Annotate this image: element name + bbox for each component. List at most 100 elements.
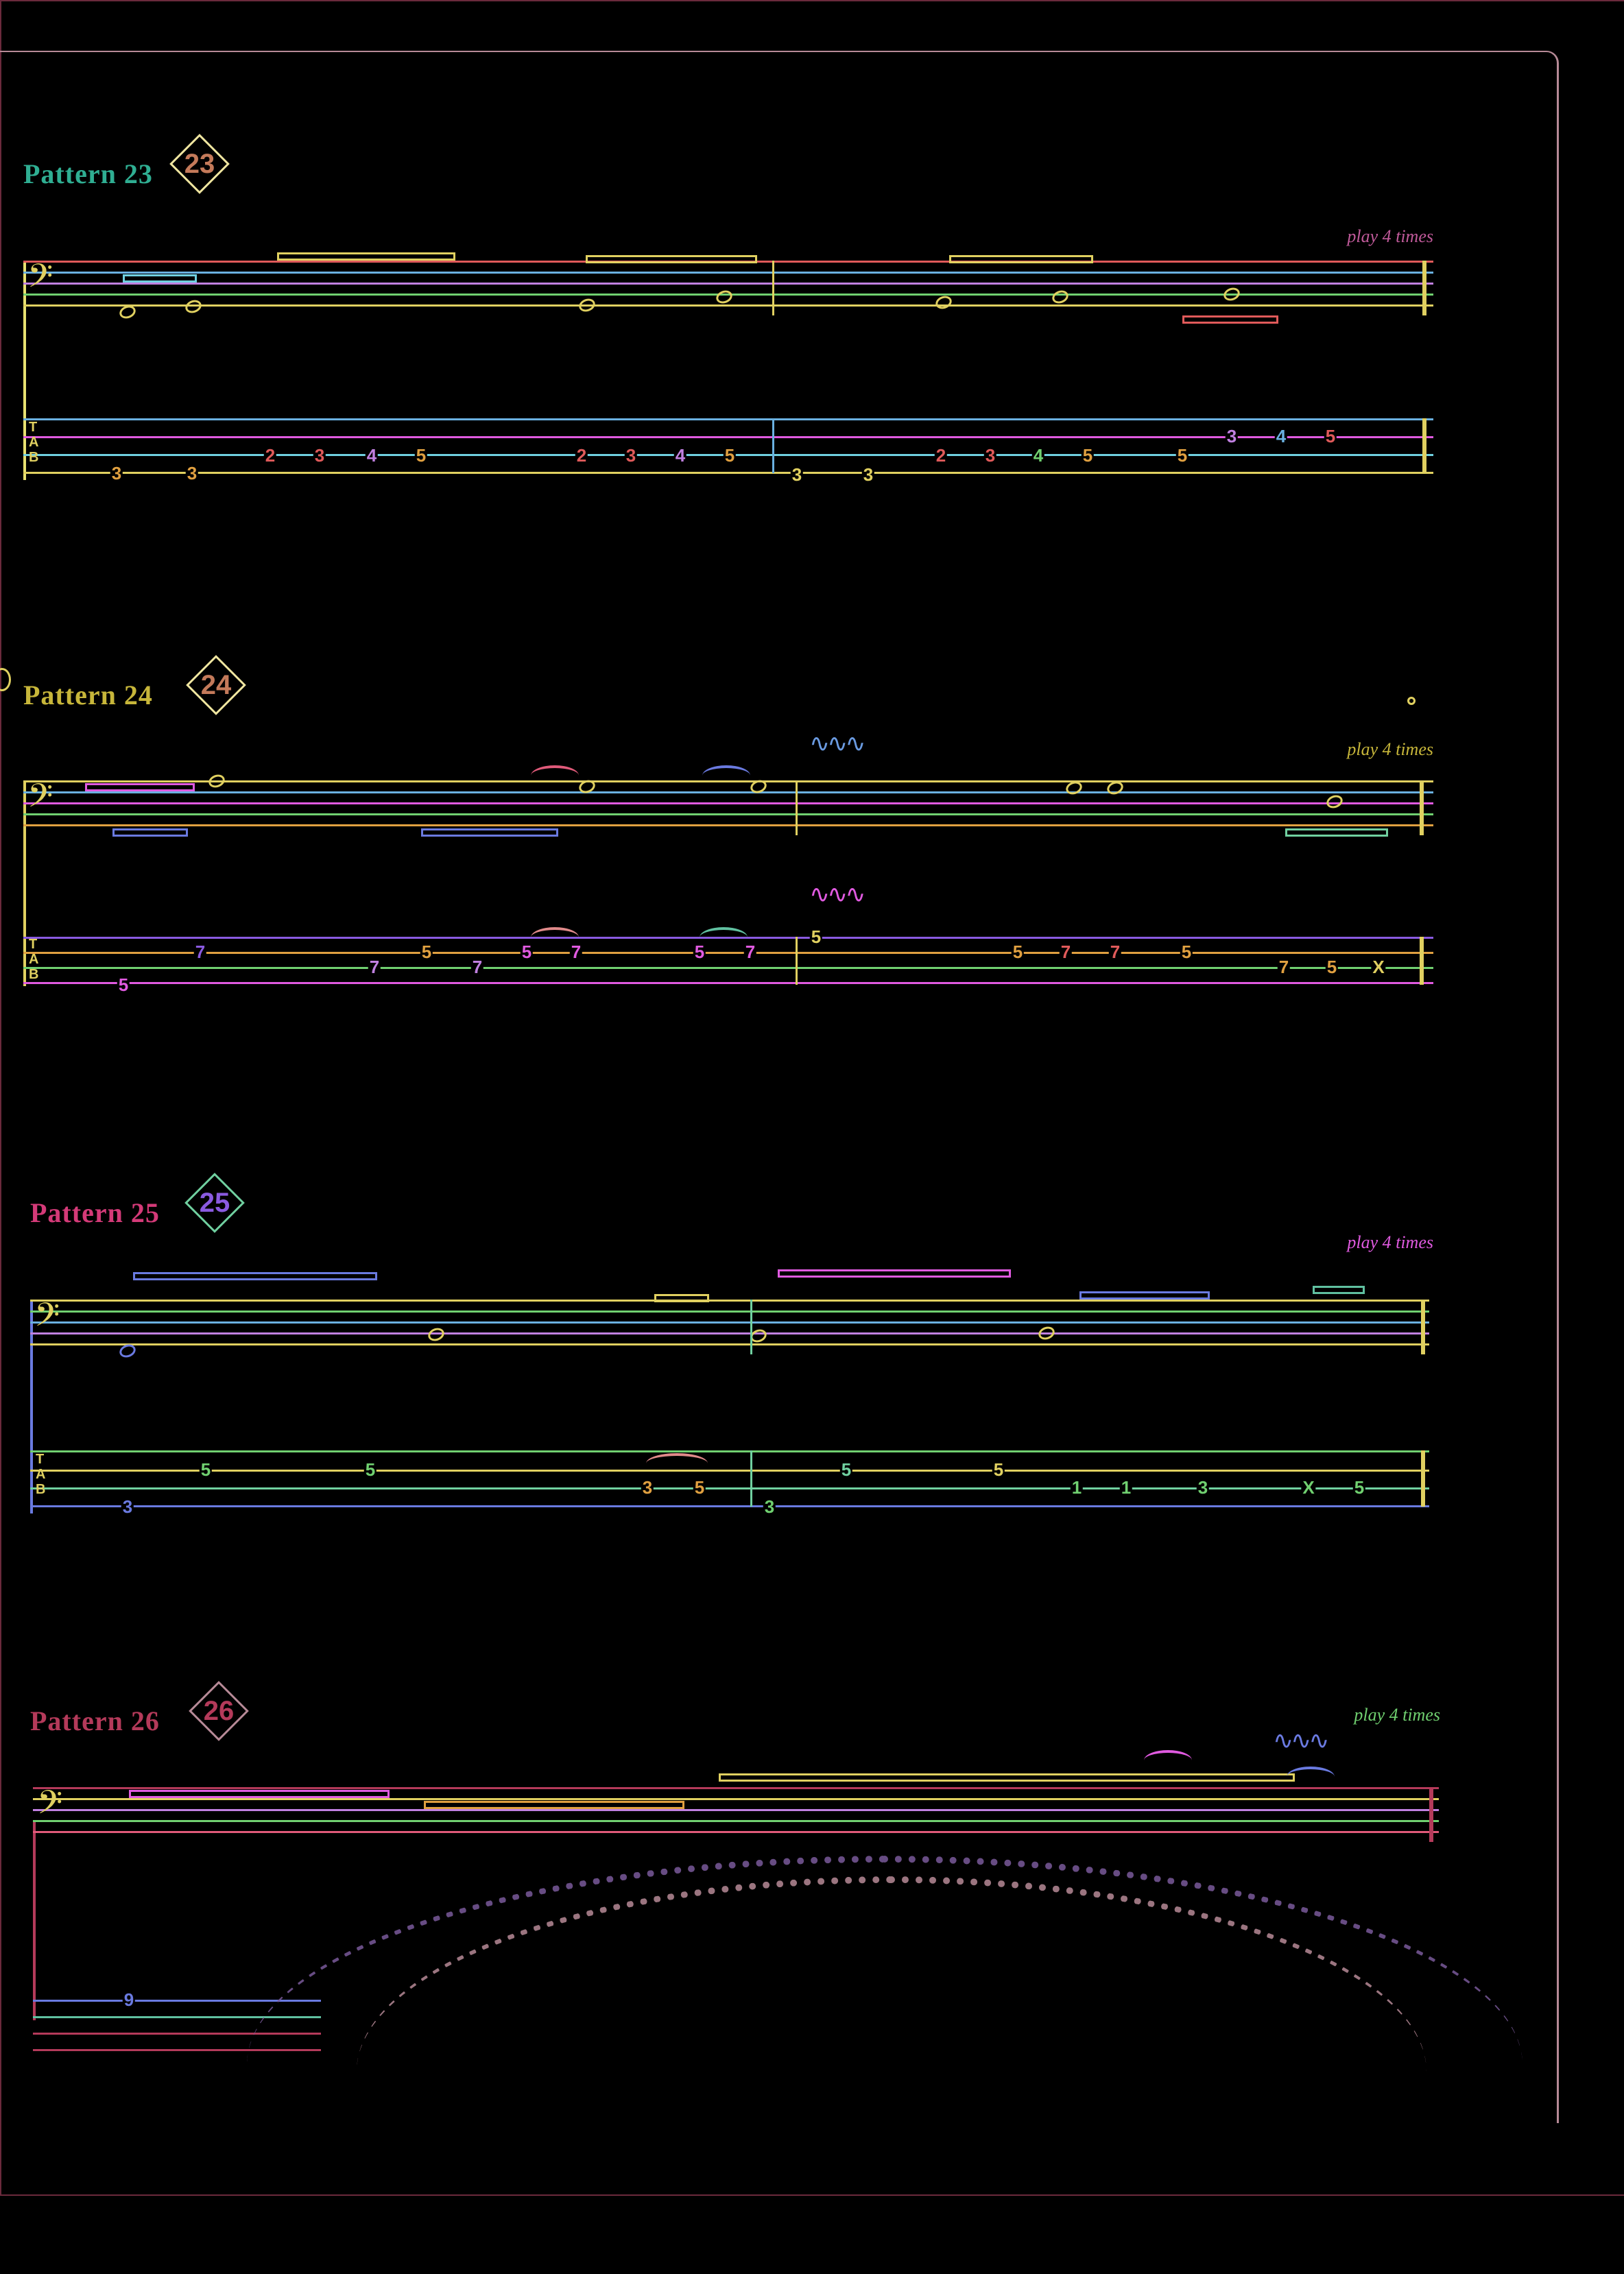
fret-number: X [1371,957,1386,977]
barline [750,1450,752,1507]
note-head [933,294,954,311]
pattern-title: Pattern 24 [23,680,153,710]
fret-number: 3 [763,1496,776,1517]
tab-string [33,2016,321,2018]
fret-number: 1 [1119,1477,1133,1498]
fret-number: 4 [1031,445,1045,466]
fermata-dot [1407,697,1416,705]
fret-number: 7 [1059,942,1073,962]
fret-number: 5 [1081,445,1095,466]
staff-line [30,1300,1429,1302]
fret-number: 3 [121,1496,134,1517]
tie [646,1453,708,1474]
notation-staff: 𝄢 [23,765,1433,837]
barline [772,418,774,473]
tie [700,927,748,948]
note-head [183,298,204,315]
staff-line [23,813,1433,815]
tab-clef-b: B [29,967,39,982]
beam [129,1790,390,1798]
final-barline [1429,1787,1433,1842]
tab-string [33,2033,321,2035]
bass-clef-icon: 𝄢 [27,258,53,302]
pattern-number: 23 [184,149,215,179]
final-barline [1421,1450,1425,1507]
pattern-title: Pattern 23 [23,158,153,189]
note-head [426,1326,446,1343]
paper-curl-edge [357,1876,1426,2267]
fret-number: 5 [414,445,428,466]
fret-number: 5 [1011,942,1025,962]
fret-number: 2 [934,445,948,466]
staff-line [30,1310,1429,1313]
fret-number: 5 [117,974,130,995]
tab-string [33,2000,321,2002]
staff-line [33,1820,1439,1822]
tab-clef-t: T [36,1452,45,1467]
fret-number: 3 [185,463,199,483]
fret-number: 4 [365,445,379,466]
note-head [1221,285,1242,303]
fret-number: 7 [569,942,583,962]
fret-number: 7 [743,942,757,962]
fret-number: 7 [1277,957,1291,977]
tab-clef-icon: T A B [29,420,38,465]
staff-line [33,1787,1439,1789]
fret-number: 5 [723,445,737,466]
beam [112,828,188,837]
bass-clef-icon: 𝄢 [27,778,53,822]
staff-line [23,824,1433,826]
tab-clef-a: A [29,952,39,967]
fret-number: 3 [313,445,326,466]
pattern-number: 25 [199,1188,230,1218]
fret-number: 5 [1325,957,1339,977]
fret-number: 5 [693,942,706,962]
barline [796,780,798,835]
fret-number: 4 [1274,426,1288,446]
fret-number: 5 [363,1459,377,1480]
beam [421,828,558,837]
tab-clef-icon: T A B [29,937,38,982]
staff-line [30,1332,1429,1335]
repeat-note: play 4 times [1354,1705,1440,1725]
beam [1182,315,1278,324]
tie [531,927,579,948]
fret-number: 5 [693,1477,706,1498]
fret-number: 5 [809,926,823,947]
fret-number: 5 [992,1459,1005,1480]
vibrato-icon: ∿∿∿ [1273,1727,1329,1754]
fret-number: 1 [1070,1477,1084,1498]
fret-number: 5 [199,1459,213,1480]
beam [85,783,195,791]
fret-number: 3 [110,463,123,483]
fret-number: 3 [1196,1477,1210,1498]
pattern-title: Pattern 25 [30,1197,160,1228]
notation-staff: 𝄢 [33,1750,1439,1842]
beam [277,252,455,261]
fret-number: 5 [839,1459,853,1480]
fret-number: 5 [520,942,534,962]
fret-number: 3 [641,1477,654,1498]
barline [772,261,774,315]
beam [949,255,1093,263]
fret-number: X [1301,1477,1316,1498]
tab-clef-b: B [29,450,39,465]
fret-number: 5 [1175,445,1189,466]
staff-line [33,1798,1439,1800]
final-barline [1420,780,1424,835]
beam [719,1773,1295,1782]
tab-string [23,967,1433,969]
tab-staff: T A B 5 5 3 3 5 3 5 5 1 1 3 X 5 [30,1450,1429,1516]
tab-staff: T A B 7 5 7 5 7 5 7 5 7 5 5 7 7 5 7 5 X [23,927,1433,994]
final-barline [1422,418,1426,473]
system-bracket [23,780,26,986]
tab-string [23,952,1433,954]
beam [1079,1291,1210,1300]
beam [1313,1286,1365,1294]
tab-clef-b: B [36,1482,46,1497]
fret-number: 2 [263,445,277,466]
bass-clef-icon: 𝄢 [37,1784,63,1829]
tab-staff: T A B 3 3 2 3 4 5 2 3 4 5 3 3 2 3 4 5 5 … [23,418,1433,483]
note-head [1050,288,1071,306]
tab-string [30,1505,1429,1507]
